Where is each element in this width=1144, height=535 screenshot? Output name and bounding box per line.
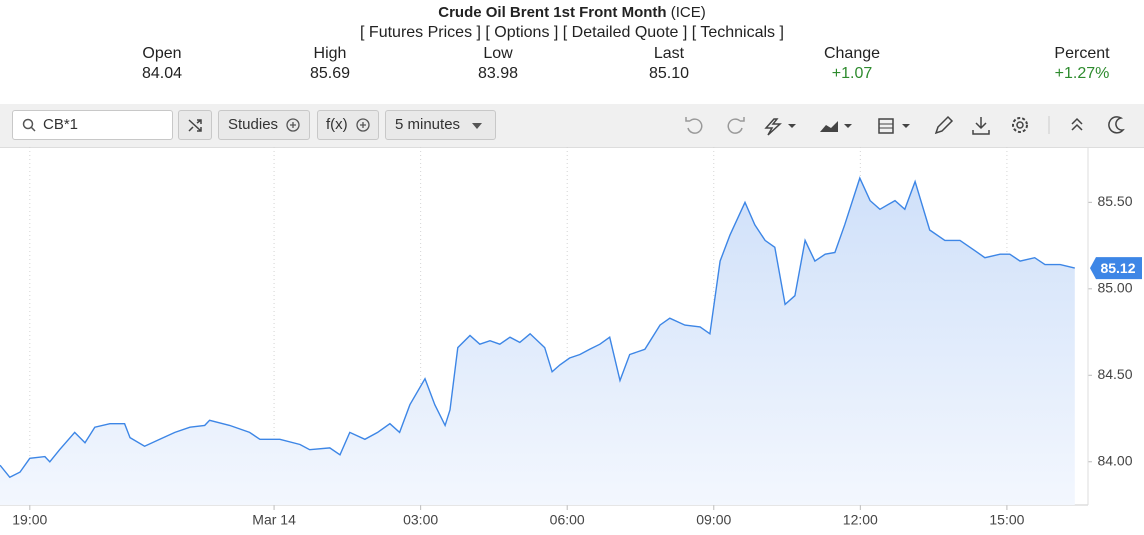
stat-label: Low	[483, 45, 513, 62]
y-tick-label: 85.00	[1097, 280, 1132, 296]
stat-value: 85.69	[309, 65, 351, 82]
plus-icon	[286, 118, 300, 132]
stat: Open 84.04	[92, 44, 232, 84]
stat: High 85.69	[260, 44, 400, 84]
chart: 19:00 Mar 14 03:00 06:00 09:00 12:00 15:00 84.0…	[0, 147, 1142, 528]
toolbar: CB*1 Studies f(x) 5 minutes	[0, 104, 1144, 148]
layout-icon[interactable]	[878, 118, 894, 134]
y-tick-label: 84.00	[1097, 452, 1132, 468]
events-icon[interactable]	[764, 118, 782, 136]
collapse-icon[interactable]	[1071, 117, 1083, 131]
settings-icon[interactable]	[1012, 117, 1028, 133]
link[interactable]: [ Technicals ]	[691, 24, 784, 41]
redo-icon[interactable]	[727, 117, 745, 134]
compare-button[interactable]	[178, 110, 212, 140]
title: Crude Oil Brent 1st Front Month	[438, 4, 667, 21]
draw-icon[interactable]	[934, 115, 954, 135]
x-tick-label: Mar 14	[252, 512, 296, 528]
stat: Low 83.98	[428, 44, 568, 84]
caret	[844, 124, 852, 128]
exchange: (ICE)	[670, 4, 706, 21]
stat-label: Change	[823, 45, 881, 62]
last-price-tag	[1090, 257, 1142, 280]
stat-label: Last	[653, 45, 685, 62]
studies-button[interactable]: Studies	[218, 110, 310, 140]
stat-label: Open	[142, 45, 182, 62]
x-tick-label: 06:00	[550, 512, 585, 528]
x-tick-label: 19:00	[12, 512, 47, 528]
caret	[902, 124, 910, 128]
title-row: Crude Oil Brent 1st Front Month (ICE)	[0, 4, 1144, 21]
link[interactable]: [ Futures Prices ]	[360, 24, 481, 41]
symbol: CB*1	[43, 116, 79, 133]
x-tick-label: 15:00	[989, 512, 1024, 528]
caret	[472, 123, 482, 129]
shuffle-icon	[188, 119, 202, 132]
theme-icon[interactable]	[1108, 116, 1125, 134]
stat-label: High	[313, 45, 347, 62]
plus-icon	[356, 118, 370, 132]
links: [ Futures Prices ] [ Options ] [ Detaile…	[0, 24, 1144, 42]
interval-dropdown[interactable]: 5 minutes	[385, 110, 496, 140]
fx-button[interactable]: f(x)	[317, 110, 379, 140]
x-tick-label: 03:00	[403, 512, 438, 528]
stat-value: +1.07	[831, 65, 873, 82]
toolbar-icons	[685, 115, 1125, 136]
y-tick-label: 84.50	[1097, 366, 1132, 382]
stat: Percent +1.27%	[1012, 44, 1144, 84]
stat-value: +1.27%	[1054, 65, 1110, 82]
chart-type-icon[interactable]	[820, 121, 838, 132]
price-line	[0, 176, 1075, 479]
studies-label: Studies	[228, 116, 279, 133]
link[interactable]: [ Detailed Quote ]	[562, 24, 688, 41]
fx-label: f(x)	[326, 116, 348, 133]
stat-label: Percent	[1054, 45, 1110, 62]
stat: Last 85.10	[599, 44, 739, 84]
last-price-label: 85.12	[1100, 260, 1135, 276]
stat: Change +1.07	[782, 44, 922, 84]
y-tick-label: 85.50	[1097, 193, 1132, 209]
download-icon[interactable]	[972, 117, 990, 135]
stat-value: 83.98	[477, 65, 519, 82]
x-tick-label: 09:00	[696, 512, 731, 528]
search-box[interactable]: CB*1	[12, 110, 173, 140]
stat-value: 84.04	[141, 65, 183, 82]
stat-value: 85.10	[648, 65, 690, 82]
caret	[788, 124, 796, 128]
undo-icon[interactable]	[685, 117, 703, 134]
search-icon	[22, 118, 36, 132]
link[interactable]: [ Options ]	[485, 24, 559, 41]
interval-label: 5 minutes	[395, 116, 461, 133]
x-tick-label: 12:00	[843, 512, 878, 528]
